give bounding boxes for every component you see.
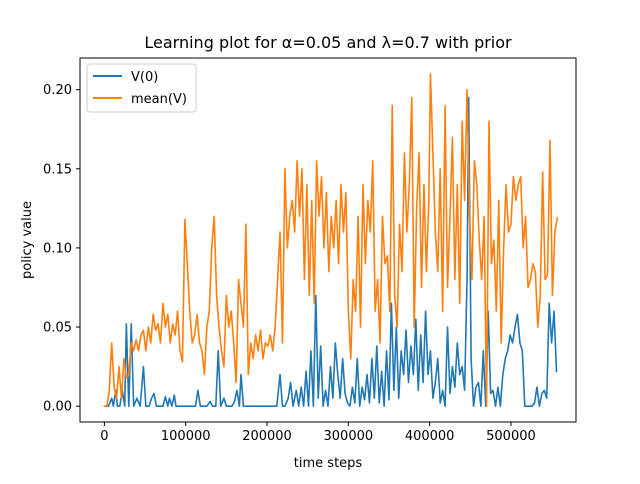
x-tick-label: 0 [100,429,108,444]
y-tick-label: 0.10 [43,241,72,256]
x-axis-title: time steps [294,456,363,471]
x-tick-label: 400000 [405,429,455,444]
plot-frame [79,57,577,423]
y-axis: 0.00 0.05 0.10 0.15 0.20 [43,83,80,415]
x-tick-label: 300000 [324,429,374,444]
x-tick-label: 500000 [486,429,536,444]
legend-label-v0: V(0) [131,70,158,85]
y-tick-label: 0.15 [43,162,72,177]
legend-label-mean-v: mean(V) [131,92,187,107]
series-layer [103,73,559,407]
x-tick-label: 200000 [242,429,292,444]
series-line-mean-v [103,73,559,407]
y-tick-label: 0.05 [43,321,72,336]
chart-title: Learning plot for α=0.05 and λ=0.7 with … [144,33,512,52]
series-line-v0 [103,96,558,407]
x-tick-label: 100000 [161,429,211,444]
y-tick-label: 0.00 [43,400,72,415]
legend: V(0) mean(V) [86,63,197,113]
y-tick-label: 0.20 [43,83,72,98]
y-axis-title: policy value [20,201,35,279]
x-axis: 0 100000 200000 300000 400000 500000 [100,422,536,444]
